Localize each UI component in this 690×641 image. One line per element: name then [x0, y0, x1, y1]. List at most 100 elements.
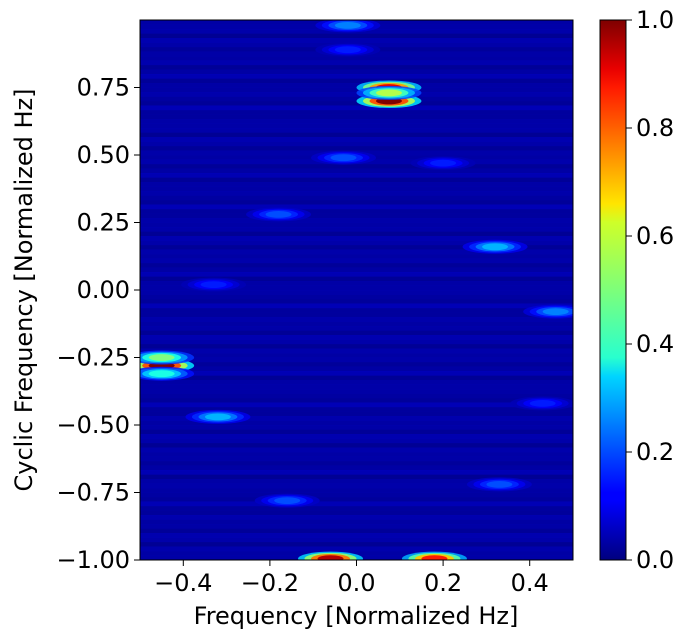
heatmap-stripe	[140, 321, 573, 327]
heatmap-stripe	[140, 362, 573, 367]
y-tick-label: −0.25	[56, 344, 130, 372]
heatmap-stripe	[140, 312, 573, 318]
heatmap-stripe	[140, 533, 573, 538]
heatmap-stripe	[140, 465, 573, 471]
colorbar-tick-label: 0.6	[636, 222, 674, 250]
heatmap-cell	[482, 243, 509, 251]
heatmap-stripe	[140, 92, 573, 97]
heatmap-stripe	[140, 470, 573, 475]
heatmap-stripe	[140, 492, 573, 498]
heatmap-stripe	[140, 357, 573, 363]
heatmap-cell	[200, 281, 227, 288]
heatmap-stripe	[140, 281, 573, 286]
heatmap-stripe	[140, 213, 573, 219]
y-tick-label: −0.50	[56, 411, 130, 439]
heatmap-stripe	[140, 101, 573, 106]
heatmap-stripe	[140, 114, 573, 120]
heatmap-stripe	[140, 164, 573, 169]
y-tick-label: 0.00	[77, 276, 130, 304]
heatmap-stripe	[140, 56, 573, 61]
x-tick-label: −0.4	[154, 569, 212, 597]
heatmap-cell	[375, 89, 402, 97]
colorbar-tick-label: 0.8	[636, 114, 674, 142]
heatmap-stripe	[140, 303, 573, 309]
heatmap-stripe	[140, 348, 573, 354]
heatmap-stripe	[140, 434, 573, 439]
heatmap-stripe	[140, 209, 573, 214]
x-tick-label: 0.4	[511, 569, 549, 597]
x-axis-ticks: −0.4 −0.2 0.0 0.2 0.4	[154, 560, 549, 597]
heatmap-stripe	[140, 326, 573, 331]
heatmap-stripe	[140, 254, 573, 259]
heatmap-stripe	[140, 38, 573, 43]
heatmap-stripe	[140, 497, 573, 502]
heatmap-stripe	[140, 402, 573, 408]
heatmap-stripe	[140, 110, 573, 115]
heatmap-stripe	[140, 168, 573, 174]
y-tick-label: 0.25	[77, 209, 130, 237]
heatmap-stripe	[140, 339, 573, 345]
heatmap-stripe	[140, 524, 573, 529]
y-tick-label: 0.50	[77, 141, 130, 169]
heatmap-features	[140, 20, 573, 560]
heatmap-cell	[148, 370, 175, 378]
colorbar-tick-label: 0.4	[636, 330, 674, 358]
colorbar-tick-label: 1.0	[636, 6, 674, 34]
heatmap-stripe	[140, 438, 573, 444]
heatmap-stripe	[140, 546, 573, 552]
heatmap-stripe	[140, 69, 573, 75]
heatmap-stripe	[140, 537, 573, 543]
heatmap-stripe	[140, 429, 573, 435]
y-tick-label: −1.00	[56, 546, 130, 574]
colorbar: 0.0 0.2 0.4 0.6 0.8 1.0	[599, 6, 674, 574]
heatmap-stripe	[140, 506, 573, 511]
heatmap-stripe	[140, 456, 573, 462]
heatmap-stripe	[140, 510, 573, 516]
heatmap-stripe	[140, 528, 573, 534]
heatmap-stripe	[140, 263, 573, 268]
heatmap-stripe	[140, 119, 573, 124]
heatmap-stripe	[140, 182, 573, 187]
heatmap-stripe	[140, 245, 573, 250]
heatmap-cell	[265, 211, 292, 218]
heatmap-cell	[421, 555, 448, 560]
heatmap-area	[140, 20, 573, 560]
heatmap-stripe	[140, 384, 573, 390]
heatmap-stripe	[140, 195, 573, 201]
heatmap-stripe	[140, 222, 573, 228]
heatmap-cell	[529, 400, 556, 407]
heatmap-stripe	[140, 411, 573, 417]
heatmap-stripe	[140, 204, 573, 210]
heatmap-stripe	[140, 483, 573, 489]
heatmap-stripe	[140, 240, 573, 246]
y-axis-ticks: −1.00 −0.75 −0.50 −0.25 0.00 0.25 0.50 0.75	[56, 74, 140, 574]
heatmap-stripe	[140, 236, 573, 241]
heatmap-stripe	[140, 137, 573, 142]
heatmap-stripe	[140, 177, 573, 183]
heatmap-stripe	[140, 200, 573, 205]
heatmap-stripe	[140, 344, 573, 349]
colorbar-ticks: 0.0 0.2 0.4 0.6 0.8 1.0	[626, 6, 674, 574]
heatmap-stripe	[140, 371, 573, 376]
heatmap-stripe	[140, 87, 573, 93]
heatmap-stripe	[140, 398, 573, 403]
heatmap-stripe	[140, 33, 573, 39]
heatmap-cell	[330, 154, 357, 162]
heatmap-stripe	[140, 128, 573, 133]
heatmap-stripe	[140, 258, 573, 264]
heatmap-stripe	[140, 317, 573, 322]
heatmap-stripe	[140, 96, 573, 102]
heatmap-stripe	[140, 146, 573, 151]
heatmap-stripe	[140, 276, 573, 282]
heatmap-stripe	[140, 272, 573, 277]
heatmap-stripe	[140, 132, 573, 138]
heatmap-stripe	[140, 330, 573, 336]
heatmap-cell	[486, 481, 513, 488]
heatmap-stripe	[140, 141, 573, 147]
heatmap-stripe	[140, 542, 573, 547]
heatmap-stripe	[140, 218, 573, 223]
heatmap-stripe	[140, 105, 573, 111]
heatmap-stripe	[140, 479, 573, 484]
heatmap-stripe	[140, 294, 573, 300]
